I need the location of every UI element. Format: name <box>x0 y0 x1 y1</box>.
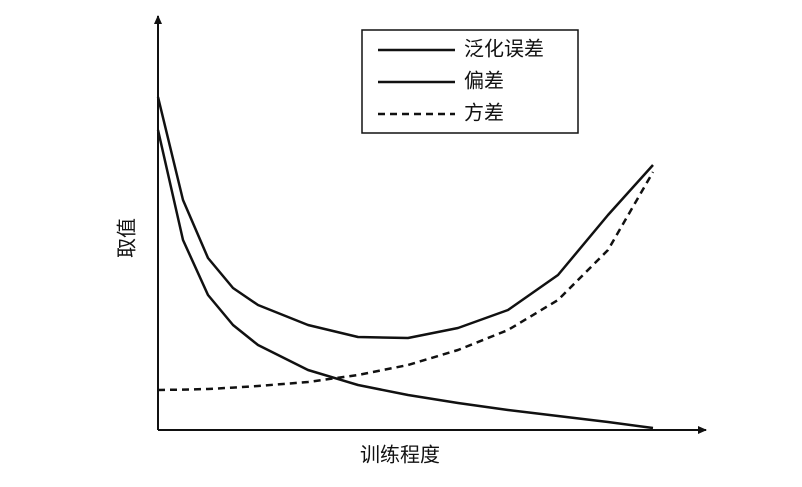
series-line <box>156 96 654 340</box>
y-axis-label: 取值 <box>115 218 139 258</box>
series-line <box>157 171 655 392</box>
legend-label: 泛化误差 <box>464 37 544 61</box>
legend-label: 偏差 <box>464 69 504 93</box>
series-line <box>156 129 654 430</box>
x-axis-label: 训练程度 <box>360 443 440 467</box>
legend-label: 方差 <box>464 101 504 125</box>
